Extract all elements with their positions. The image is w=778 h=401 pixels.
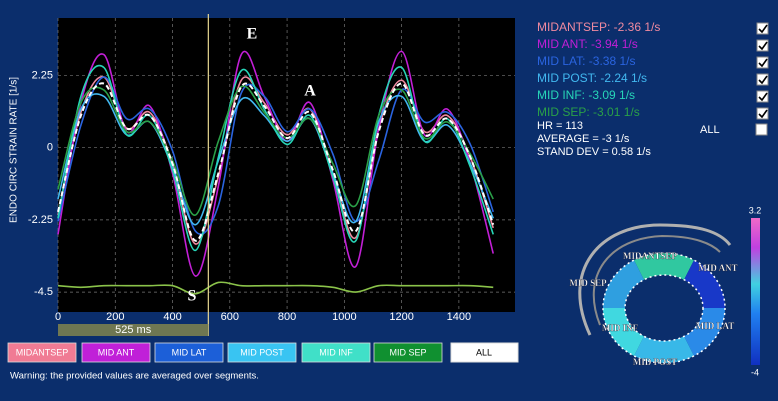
checkbox-box — [756, 107, 769, 120]
bullseye-label: MID ANT — [698, 263, 737, 273]
check-mark — [758, 24, 768, 34]
all-label: ALL — [700, 124, 720, 136]
y-tick-label: 0 — [47, 142, 53, 154]
button-label: MID POST — [240, 347, 284, 357]
x-tick-label: 1200 — [389, 311, 413, 323]
all-button[interactable]: ALL — [450, 342, 519, 363]
segment-button[interactable]: MID ANT — [81, 342, 151, 363]
bullseye-segment — [683, 307, 725, 356]
interval-bar — [58, 324, 209, 336]
check-mark — [758, 41, 768, 51]
checkbox[interactable] — [756, 22, 769, 35]
button-face — [450, 342, 519, 363]
line — [57, 76, 494, 235]
y-axis-label: ENDO CIRC STRAIN RATE [1/s] — [9, 77, 20, 223]
x-tick-label: 1000 — [332, 311, 356, 323]
x-tick-label: 600 — [221, 311, 239, 323]
bullseye-segment — [603, 307, 645, 356]
bullseye-label: MIDANTSEP — [623, 251, 678, 261]
checkbox-box — [756, 90, 769, 103]
check-mark — [758, 58, 768, 68]
checkbox-box — [756, 73, 769, 86]
stat: STAND DEV = 0.58 1/s — [537, 146, 651, 158]
button-label: MID ANT — [98, 347, 135, 357]
button-face — [227, 342, 297, 363]
bullseye-segment — [683, 260, 725, 309]
colorbar — [751, 218, 760, 365]
bullseye-edge — [624, 274, 704, 342]
segment-button[interactable]: MID POST — [227, 342, 297, 363]
x-tick-label: 400 — [163, 311, 181, 323]
bullseye-label: MID SEP — [569, 278, 607, 288]
checkbox[interactable] — [756, 90, 769, 103]
x-tick-label: 200 — [106, 311, 124, 323]
plot-area — [58, 18, 515, 312]
checkbox-box — [756, 22, 769, 35]
checkbox[interactable] — [756, 107, 769, 120]
checkbox-box — [756, 56, 769, 69]
checkbox-box — [756, 39, 769, 52]
stat: HR = 113 — [537, 120, 583, 132]
bullseye-arc — [592, 234, 721, 326]
button-label: MID LAT — [172, 347, 207, 357]
checkbox-box — [755, 123, 768, 136]
button-label: MIDANTSEP — [16, 347, 69, 357]
checkbox[interactable] — [756, 39, 769, 52]
x-tick-label: 800 — [278, 311, 296, 323]
check-mark — [758, 109, 768, 119]
segment-button[interactable]: MID LAT — [154, 342, 224, 363]
line — [57, 85, 494, 216]
x-tick-label: 0 — [55, 311, 61, 323]
segment-readout: MID LAT: -3.38 1/s — [537, 54, 635, 68]
bullseye-segment — [603, 260, 645, 309]
segment-button[interactable]: MID INF — [301, 342, 371, 363]
button-face — [301, 342, 371, 363]
checkbox[interactable] — [755, 123, 768, 136]
bullseye-edge — [602, 252, 726, 364]
button-face — [373, 342, 443, 363]
bullseye-label: MID LAT — [696, 321, 735, 331]
y-tick-label: -4.5 — [34, 286, 53, 298]
line — [57, 82, 495, 242]
stat: AVERAGE = -3 1/s — [537, 133, 630, 145]
checkbox[interactable] — [756, 73, 769, 86]
annotation: E — [247, 26, 258, 43]
bullseye-arc — [578, 223, 732, 336]
x-tick-label: 1400 — [447, 311, 471, 323]
button-face — [81, 342, 151, 363]
bullseye-segment — [634, 253, 694, 280]
bullseye-label: MID POST — [633, 357, 677, 367]
warning: Warning: the provided values are average… — [10, 371, 259, 382]
y-tick-label: -2.25 — [28, 214, 53, 226]
check-mark — [758, 75, 768, 85]
annotation: S — [188, 288, 197, 305]
check-mark — [758, 92, 768, 102]
button-label: MID INF — [319, 347, 353, 357]
segment-button[interactable]: MID SEP — [373, 342, 443, 363]
y-tick-label: 2.25 — [32, 69, 53, 81]
bullseye-label: MID INF — [602, 323, 639, 333]
button-face — [154, 342, 224, 363]
checkbox[interactable] — [756, 56, 769, 69]
segment-readout: MID SEP: -3.01 1/s — [537, 105, 640, 119]
segment-readout: MID ANT: -3.94 1/s — [537, 37, 638, 51]
button-label: MID SEP — [389, 347, 426, 357]
button-label: ALL — [476, 347, 492, 357]
colorbar-max: 3.2 — [749, 205, 762, 215]
segment-readout: MIDANTSEP: -2.36 1/s — [537, 20, 660, 34]
segment-readout: MID INF: -3.09 1/s — [537, 88, 635, 102]
colorbar-min: -4 — [751, 367, 759, 377]
segment-button[interactable]: MIDANTSEP — [7, 342, 77, 363]
segment-readout: MID POST: -2.24 1/s — [537, 71, 647, 85]
line — [57, 281, 494, 295]
interval-label: 525 ms — [115, 324, 152, 336]
bullseye-segment — [634, 336, 694, 363]
button-face — [7, 342, 77, 363]
annotation: A — [304, 83, 316, 100]
